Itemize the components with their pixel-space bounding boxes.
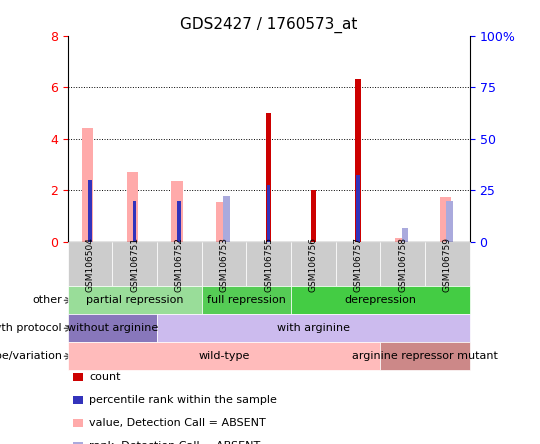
Text: full repression: full repression bbox=[207, 295, 286, 305]
Text: rank, Detection Call = ABSENT: rank, Detection Call = ABSENT bbox=[89, 441, 260, 444]
Text: GSM106752: GSM106752 bbox=[175, 237, 184, 292]
Bar bbox=[395, 238, 406, 242]
Bar bbox=[310, 190, 316, 242]
Text: percentile rank within the sample: percentile rank within the sample bbox=[89, 395, 277, 405]
Text: value, Detection Call = ABSENT: value, Detection Call = ABSENT bbox=[89, 418, 266, 428]
Title: GDS2427 / 1760573_at: GDS2427 / 1760573_at bbox=[180, 16, 357, 33]
Bar bbox=[127, 172, 138, 242]
Bar bbox=[355, 79, 361, 242]
Text: arginine repressor mutant: arginine repressor mutant bbox=[352, 351, 498, 361]
Text: GSM106755: GSM106755 bbox=[264, 237, 273, 292]
Bar bbox=[447, 201, 453, 242]
Bar bbox=[266, 113, 271, 242]
Text: GSM106759: GSM106759 bbox=[443, 237, 452, 292]
Text: GSM106504: GSM106504 bbox=[85, 237, 94, 292]
Bar bbox=[178, 201, 181, 242]
Bar bbox=[82, 128, 93, 242]
Bar bbox=[216, 202, 227, 242]
Text: wild-type: wild-type bbox=[198, 351, 249, 361]
Text: growth protocol: growth protocol bbox=[0, 323, 62, 333]
Bar bbox=[440, 197, 451, 242]
Bar bbox=[267, 185, 271, 242]
Bar bbox=[88, 180, 92, 242]
Bar bbox=[171, 181, 183, 242]
Text: partial repression: partial repression bbox=[86, 295, 183, 305]
Bar bbox=[133, 201, 136, 242]
Text: GSM106753: GSM106753 bbox=[219, 237, 228, 292]
Bar bbox=[402, 228, 408, 242]
Text: genotype/variation: genotype/variation bbox=[0, 351, 62, 361]
Text: derepression: derepression bbox=[345, 295, 416, 305]
Text: GSM106751: GSM106751 bbox=[130, 237, 139, 292]
Text: GSM106758: GSM106758 bbox=[399, 237, 407, 292]
Text: without arginine: without arginine bbox=[66, 323, 158, 333]
Text: GSM106756: GSM106756 bbox=[309, 237, 318, 292]
Bar bbox=[223, 195, 230, 242]
Bar bbox=[356, 175, 360, 242]
Text: GSM106757: GSM106757 bbox=[354, 237, 362, 292]
Text: count: count bbox=[89, 372, 120, 382]
Text: other: other bbox=[32, 295, 62, 305]
Text: with arginine: with arginine bbox=[277, 323, 350, 333]
